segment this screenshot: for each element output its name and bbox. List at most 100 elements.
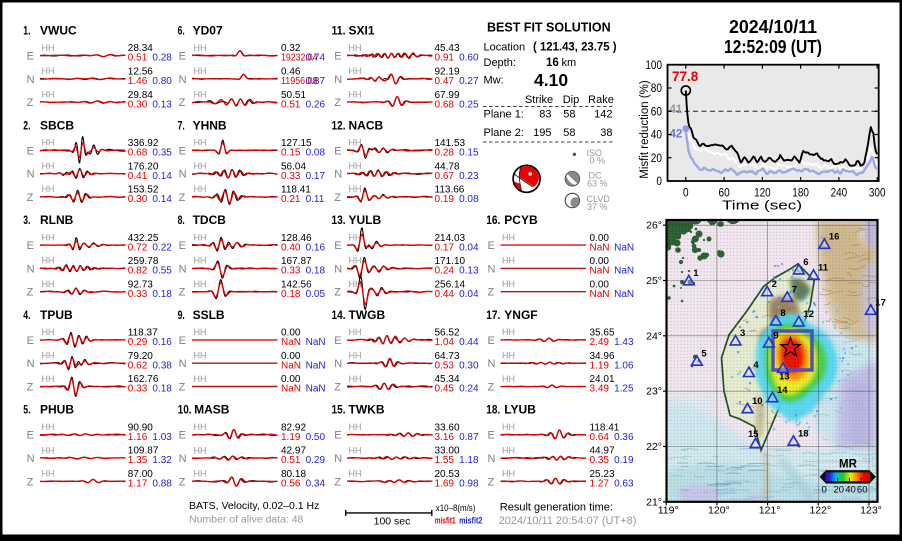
- svg-text:NACB: NACB: [349, 118, 384, 132]
- svg-text:142.56: 142.56: [281, 279, 312, 290]
- svg-text:0.14: 0.14: [152, 171, 172, 182]
- svg-text:HH: HH: [42, 374, 55, 384]
- svg-text:x10–8(m/s): x10–8(m/s): [436, 503, 476, 514]
- svg-text:0.51: 0.51: [281, 99, 301, 110]
- svg-text:HH: HH: [194, 445, 207, 455]
- svg-text:TWKB: TWKB: [349, 403, 385, 417]
- svg-text:N: N: [179, 358, 187, 370]
- svg-text:HH: HH: [42, 256, 55, 266]
- svg-text:HH: HH: [502, 327, 515, 337]
- svg-text:Strike: Strike: [525, 94, 553, 106]
- svg-text:7: 7: [792, 285, 797, 296]
- svg-text:28.34: 28.34: [128, 43, 153, 54]
- svg-text:92.19: 92.19: [435, 67, 460, 78]
- svg-text:0.67: 0.67: [435, 171, 455, 182]
- svg-text:118.41: 118.41: [590, 422, 620, 433]
- svg-text:0: 0: [656, 174, 662, 188]
- svg-text:HH: HH: [42, 66, 55, 76]
- svg-text:16: 16: [546, 57, 559, 69]
- svg-text:Time (sec): Time (sec): [722, 197, 802, 212]
- svg-text:Z: Z: [179, 382, 186, 394]
- svg-text:4: 4: [753, 360, 759, 371]
- svg-text:0.80: 0.80: [152, 76, 172, 87]
- svg-text:162.76: 162.76: [128, 374, 159, 385]
- svg-text:0.19: 0.19: [435, 194, 455, 205]
- svg-text:HH: HH: [349, 279, 362, 289]
- svg-text:ISO: ISO: [587, 148, 603, 158]
- svg-text:YULB: YULB: [349, 213, 382, 227]
- svg-text:Z: Z: [334, 382, 341, 394]
- svg-text:Z: Z: [27, 287, 34, 299]
- svg-text:141.53: 141.53: [435, 138, 466, 149]
- svg-text:HH: HH: [42, 161, 55, 171]
- svg-text:24°: 24°: [646, 330, 662, 342]
- svg-text:23°: 23°: [646, 386, 662, 398]
- svg-text:19232.04: 19232.04: [281, 53, 318, 64]
- svg-text:RLNB: RLNB: [40, 213, 74, 227]
- svg-text:E: E: [27, 335, 34, 347]
- svg-text:0.00: 0.00: [590, 256, 610, 267]
- svg-text:Mw:: Mw:: [484, 75, 504, 87]
- svg-text:3.16: 3.16: [435, 432, 455, 443]
- svg-text:PHUB: PHUB: [40, 403, 74, 417]
- svg-text:Depth:: Depth:: [484, 57, 516, 69]
- svg-text:80.18: 80.18: [281, 469, 306, 480]
- svg-text:N: N: [488, 263, 496, 275]
- svg-text:0.30: 0.30: [459, 360, 479, 371]
- svg-text:Z: Z: [334, 97, 341, 109]
- svg-text:56.52: 56.52: [435, 328, 460, 339]
- svg-text:1.55: 1.55: [435, 455, 455, 466]
- svg-text:10.: 10.: [178, 403, 192, 417]
- svg-text:HH: HH: [349, 43, 362, 53]
- svg-text:14: 14: [777, 385, 788, 396]
- svg-text:2024/10/11: 2024/10/11: [729, 17, 817, 37]
- svg-text:0.41: 0.41: [128, 171, 148, 182]
- svg-text:0.33: 0.33: [128, 289, 148, 300]
- svg-text:0.16: 0.16: [306, 242, 326, 253]
- svg-text:HH: HH: [349, 89, 362, 99]
- svg-text:0.98: 0.98: [459, 479, 479, 490]
- svg-text:214.03: 214.03: [435, 233, 466, 244]
- svg-text:0.04: 0.04: [459, 289, 479, 300]
- svg-text:HH: HH: [42, 232, 55, 242]
- svg-text:BATS, Velocity, 0.02–0.1 Hz: BATS, Velocity, 0.02–0.1 Hz: [189, 500, 319, 512]
- svg-text:0.87: 0.87: [306, 76, 326, 87]
- svg-text:18.: 18.: [486, 403, 500, 417]
- svg-text:Z: Z: [179, 287, 186, 299]
- svg-text:100 sec: 100 sec: [374, 516, 411, 528]
- svg-text:5: 5: [701, 349, 707, 360]
- svg-text:HH: HH: [42, 279, 55, 289]
- svg-text:35.65: 35.65: [590, 328, 615, 339]
- svg-text:E: E: [334, 51, 341, 63]
- svg-text:HH: HH: [194, 184, 207, 194]
- svg-text:0.50: 0.50: [306, 432, 326, 443]
- svg-text:2.: 2.: [23, 118, 30, 132]
- svg-text:N: N: [179, 263, 187, 275]
- svg-text:0.28: 0.28: [435, 148, 455, 159]
- svg-text:0.64: 0.64: [590, 432, 610, 443]
- svg-text:40: 40: [651, 128, 662, 142]
- svg-text:HH: HH: [42, 327, 55, 337]
- svg-text:122°: 122°: [809, 505, 831, 517]
- svg-text:N: N: [27, 453, 35, 465]
- svg-text:Z: Z: [179, 476, 186, 488]
- svg-text:11956.08: 11956.08: [281, 76, 318, 87]
- svg-text:Z: Z: [334, 476, 341, 488]
- svg-text:1.27: 1.27: [590, 479, 610, 490]
- svg-text:HH: HH: [349, 161, 362, 171]
- svg-text:N: N: [334, 169, 342, 181]
- svg-text:HH: HH: [194, 469, 207, 479]
- svg-text:119°: 119°: [658, 505, 679, 517]
- svg-text:15: 15: [748, 429, 759, 440]
- svg-text:90.90: 90.90: [128, 422, 153, 433]
- svg-text:SBCB: SBCB: [40, 118, 74, 132]
- svg-text:21°: 21°: [646, 496, 662, 508]
- svg-text:HH: HH: [349, 256, 362, 266]
- svg-text:Plane 2:: Plane 2:: [484, 127, 524, 139]
- svg-text:misfit1: misfit1: [435, 516, 456, 526]
- svg-text:33.60: 33.60: [435, 422, 460, 433]
- svg-text:1: 1: [693, 268, 699, 279]
- svg-text:HH: HH: [502, 351, 515, 361]
- svg-text:Z: Z: [488, 287, 495, 299]
- svg-text:HH: HH: [194, 232, 207, 242]
